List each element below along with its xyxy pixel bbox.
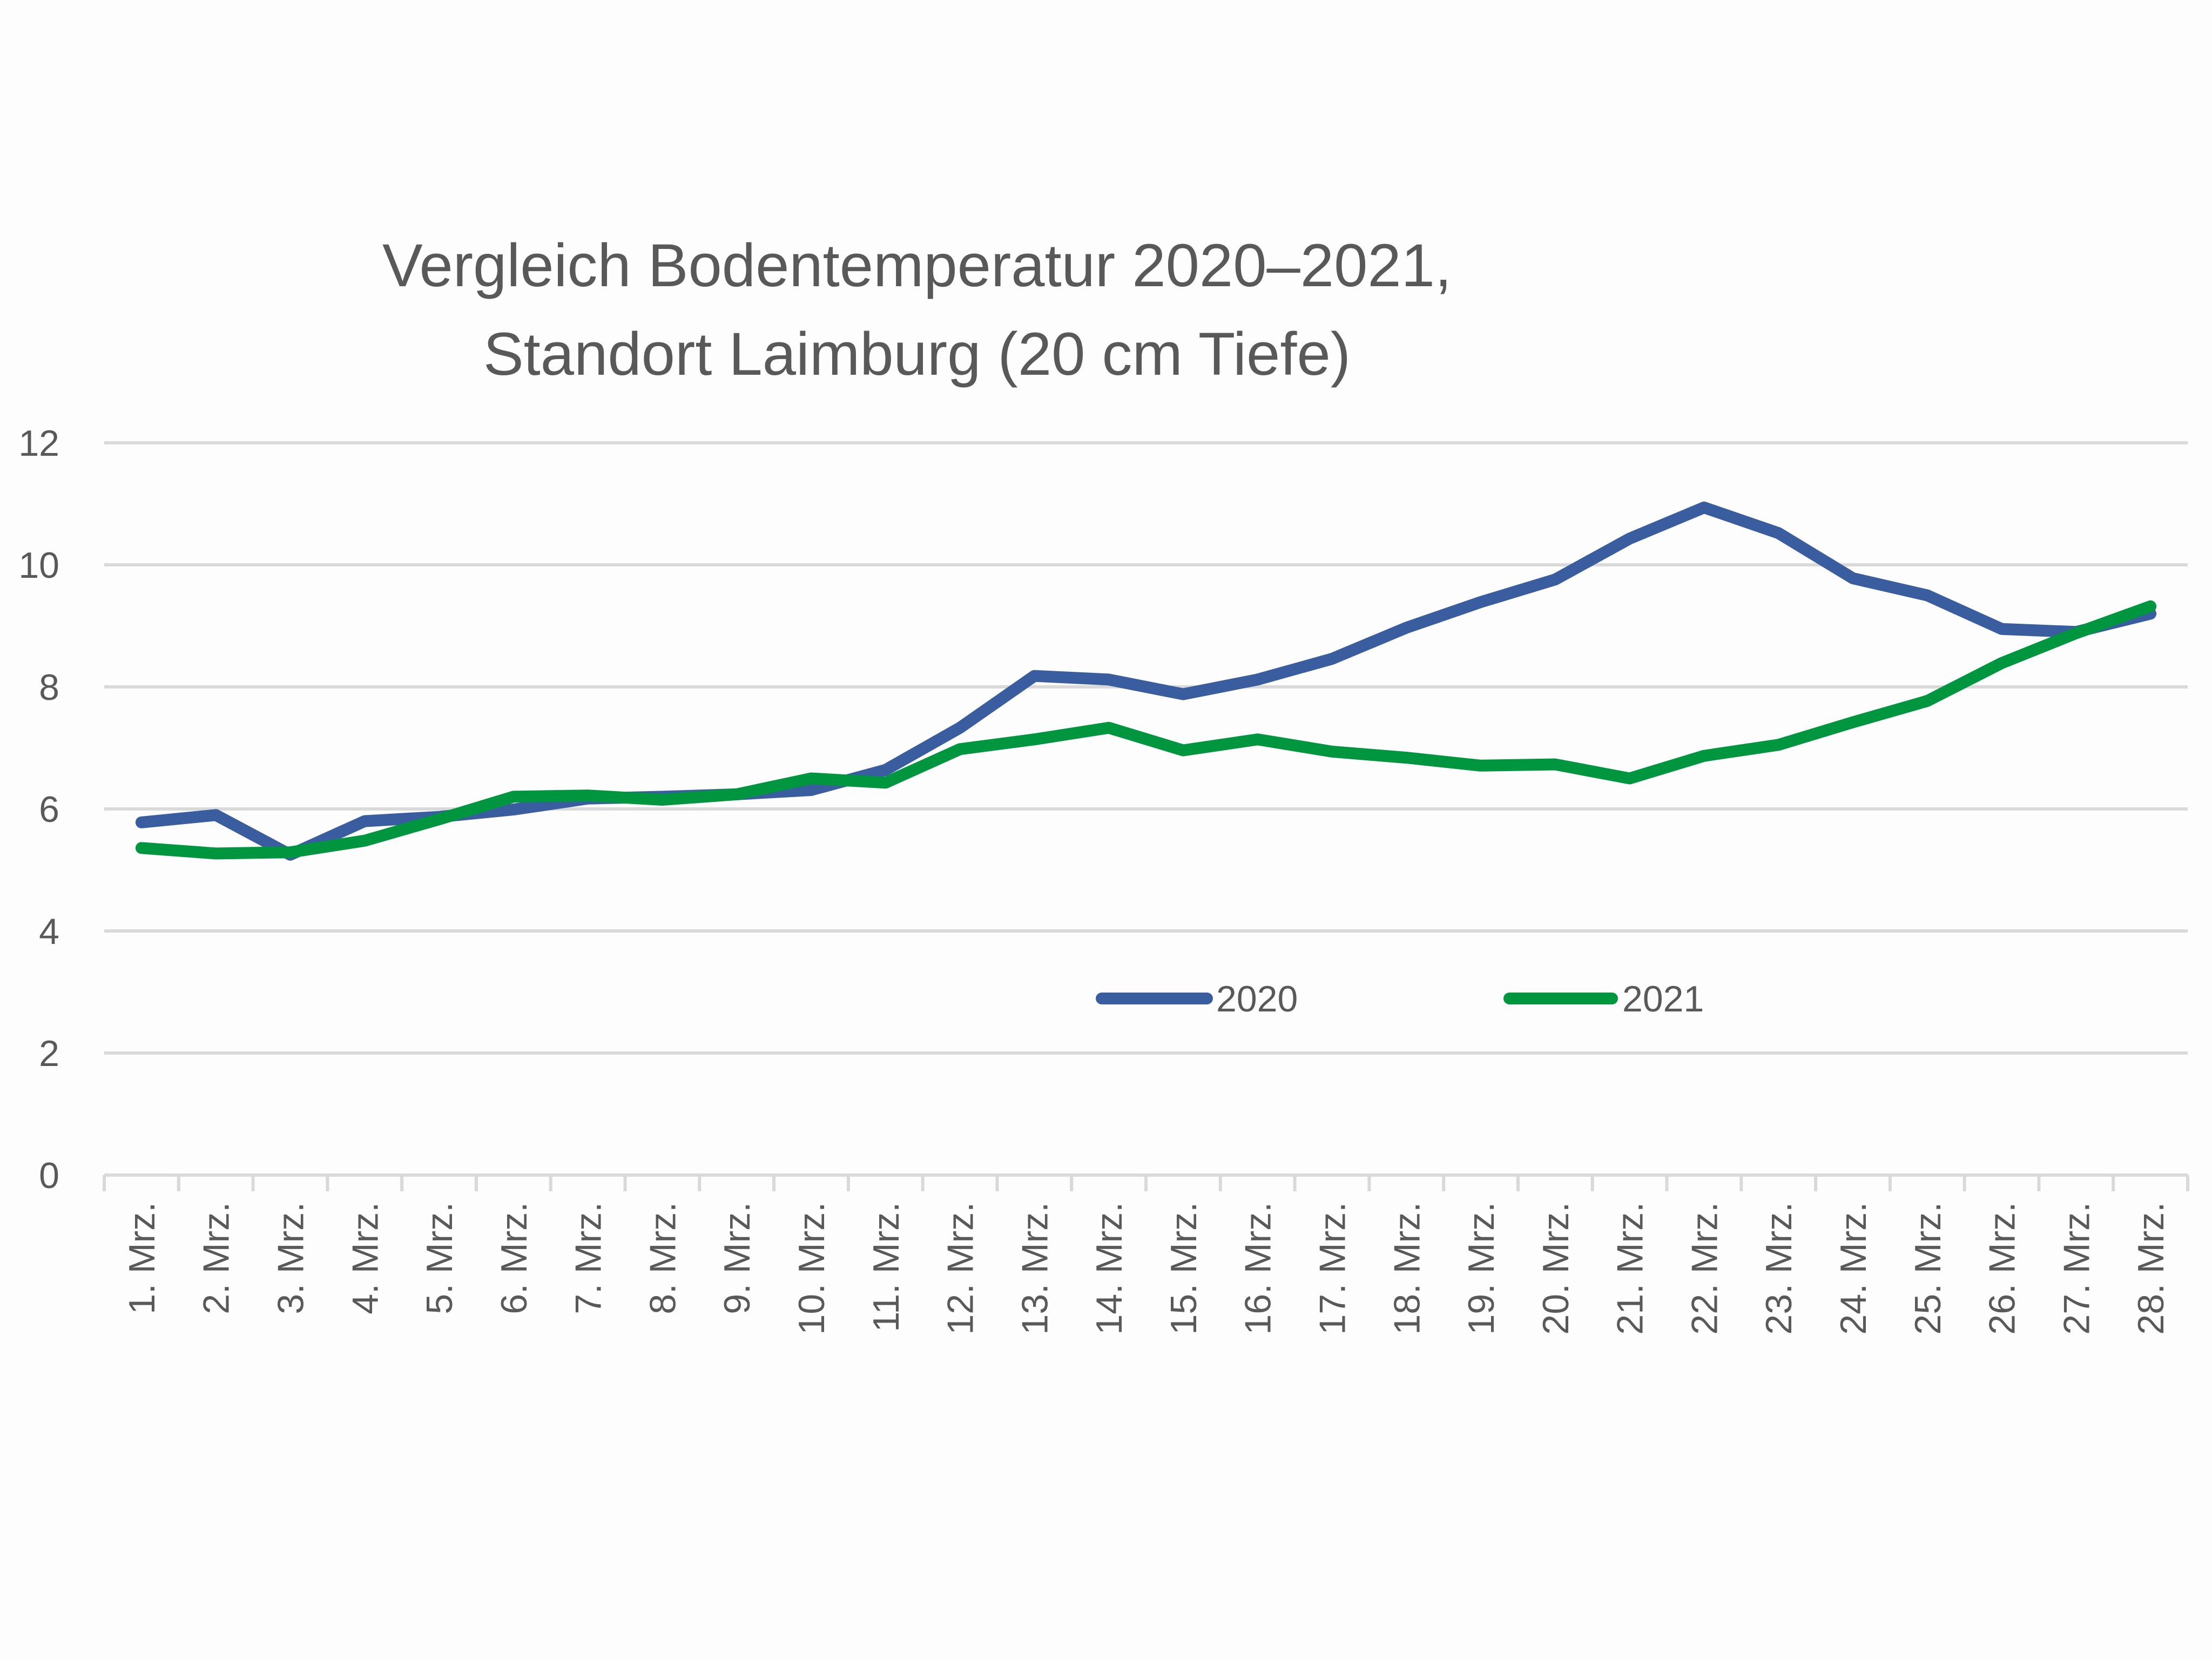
x-tick-label: 8. Mrz. (642, 1202, 683, 1314)
x-tick-label: 24. Mrz. (1833, 1202, 1874, 1335)
data-point-2021 (1257, 739, 1258, 740)
y-tick-label: 6 (39, 789, 59, 830)
data-point-2021 (215, 853, 217, 854)
data-point-2020 (2150, 613, 2152, 615)
x-tick-label: 22. Mrz. (1684, 1202, 1725, 1335)
data-point-2020 (364, 820, 366, 822)
y-tick-label: 12 (18, 423, 59, 464)
data-point-2020 (1554, 579, 1556, 581)
data-point-2021 (2075, 632, 2077, 634)
data-point-2021 (1852, 721, 1853, 723)
data-point-2021 (2150, 605, 2152, 607)
data-point-2021 (959, 748, 961, 750)
data-point-2021 (1629, 778, 1630, 779)
y-tick-label: 8 (39, 667, 59, 708)
data-point-2021 (1406, 757, 1407, 759)
x-tick-label: 13. Mrz. (1014, 1202, 1055, 1335)
x-tick-label: 18. Mrz. (1386, 1202, 1427, 1335)
data-point-2020 (1034, 675, 1035, 677)
data-point-2021 (1034, 739, 1035, 740)
x-tick-label: 14. Mrz. (1089, 1202, 1130, 1335)
x-tick-label: 12. Mrz. (940, 1202, 981, 1335)
data-point-2021 (662, 799, 663, 801)
x-tick-label: 3. Mrz. (270, 1202, 311, 1314)
data-point-2020 (885, 769, 886, 771)
x-tick-label: 10. Mrz. (791, 1202, 832, 1335)
x-tick-label: 1. Mrz. (122, 1202, 163, 1314)
x-tick-label: 28. Mrz. (2130, 1202, 2171, 1335)
data-point-2021 (289, 852, 291, 853)
x-tick-label: 25. Mrz. (1907, 1202, 1948, 1335)
x-tick-label: 23. Mrz. (1758, 1202, 1799, 1335)
x-tick-label: 20. Mrz. (1535, 1202, 1576, 1335)
data-point-2020 (140, 821, 142, 823)
x-tick-label: 9. Mrz. (717, 1202, 758, 1314)
series-line-2021 (135, 600, 2157, 860)
data-point-2021 (1703, 755, 1705, 757)
data-point-2020 (810, 789, 812, 791)
data-point-2020 (1331, 658, 1333, 660)
data-point-2020 (512, 809, 514, 811)
data-point-2020 (1257, 679, 1258, 680)
y-tick-label: 0 (39, 1155, 59, 1196)
data-point-2020 (1182, 693, 1184, 695)
x-tick-label: 2. Mrz. (196, 1202, 237, 1314)
chart-title-line-2: Standort Laimburg (20 cm Tiefe) (483, 320, 1351, 388)
data-point-2021 (1331, 751, 1333, 752)
data-point-2020 (1108, 679, 1110, 680)
data-point-2020 (2001, 628, 2002, 630)
data-point-2020 (1480, 601, 1482, 603)
x-tick-label: 5. Mrz. (419, 1202, 460, 1314)
data-point-2021 (1926, 700, 1928, 701)
data-point-2021 (1778, 744, 1779, 746)
data-point-2021 (439, 819, 440, 820)
data-point-2021 (1554, 764, 1556, 765)
y-tick-label: 4 (39, 911, 59, 952)
x-tick-label: 15. Mrz. (1163, 1202, 1204, 1335)
data-point-2021 (1182, 750, 1184, 751)
data-point-2021 (736, 793, 738, 795)
legend-label-2020: 2020 (1216, 979, 1298, 1020)
data-point-2021 (140, 847, 142, 849)
data-point-2020 (215, 814, 217, 816)
data-point-2021 (2001, 662, 2002, 664)
data-point-2021 (587, 795, 589, 797)
x-tick-label: 4. Mrz. (345, 1202, 386, 1314)
data-point-2020 (959, 727, 961, 728)
data-point-2020 (1852, 577, 1853, 579)
y-tick-label: 10 (18, 545, 59, 586)
data-point-2021 (810, 778, 812, 779)
chart-title-line-1: Vergleich Bodentemperatur 2020–2021, (382, 232, 1452, 299)
x-tick-label: 16. Mrz. (1238, 1202, 1279, 1335)
x-tick-label: 6. Mrz. (494, 1202, 535, 1314)
x-tick-label: 11. Mrz. (866, 1202, 907, 1332)
data-point-2020 (1629, 538, 1630, 539)
x-tick-label: 17. Mrz. (1312, 1202, 1353, 1335)
data-point-2020 (1926, 595, 1928, 596)
data-point-2020 (1703, 507, 1705, 508)
data-point-2020 (1406, 627, 1407, 629)
data-point-2021 (512, 796, 514, 798)
y-tick-label: 2 (39, 1033, 59, 1074)
data-point-2020 (1778, 532, 1779, 534)
data-point-2021 (1108, 727, 1110, 728)
data-point-2021 (1480, 765, 1482, 766)
x-tick-label: 7. Mrz. (568, 1202, 609, 1314)
data-point-2021 (885, 782, 886, 784)
data-point-2021 (364, 840, 366, 841)
x-tick-label: 26. Mrz. (1982, 1202, 2023, 1335)
x-tick-label: 19. Mrz. (1461, 1202, 1502, 1335)
x-tick-label: 27. Mrz. (2056, 1202, 2097, 1335)
legend-label-2021: 2021 (1622, 979, 1704, 1020)
x-tick-label: 21. Mrz. (1610, 1202, 1651, 1335)
